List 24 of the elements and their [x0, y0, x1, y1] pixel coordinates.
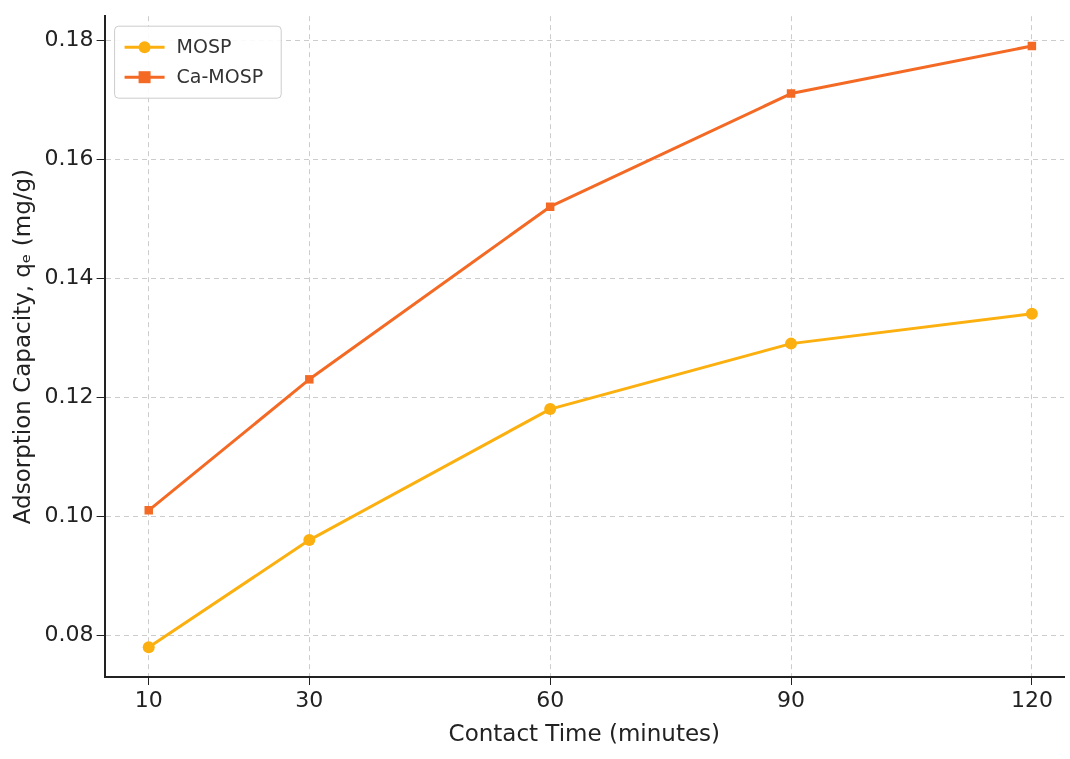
point [305, 375, 314, 384]
y-tick-label: 0.16 [44, 144, 94, 170]
point [544, 403, 557, 416]
y-tick-label: 0.10 [44, 501, 94, 527]
point [142, 641, 155, 654]
x-tick-label: 60 [536, 686, 565, 712]
y-tick-label: 0.14 [44, 263, 94, 289]
y-axis-title: Adsorption Capacity, qₑ (mg/g) [8, 168, 35, 525]
x-tick-label: 90 [777, 686, 806, 712]
point [303, 534, 316, 547]
point [144, 506, 153, 515]
x-axis-title: Contact Time (minutes) [448, 720, 721, 747]
x-tick-label: 120 [1010, 686, 1053, 712]
point [785, 337, 798, 350]
point [1025, 307, 1038, 320]
legend-label: MOSP [176, 35, 232, 58]
point [786, 89, 796, 98]
legend-label: Ca-MOSP [176, 65, 264, 88]
x-tick-label: 10 [134, 686, 163, 712]
y-tick-label: 0.18 [44, 25, 94, 51]
x-tick-label: 30 [295, 686, 324, 712]
y-tick-label: 0.12 [44, 382, 94, 408]
y-tick-label: 0.08 [44, 621, 94, 647]
point [545, 202, 555, 211]
